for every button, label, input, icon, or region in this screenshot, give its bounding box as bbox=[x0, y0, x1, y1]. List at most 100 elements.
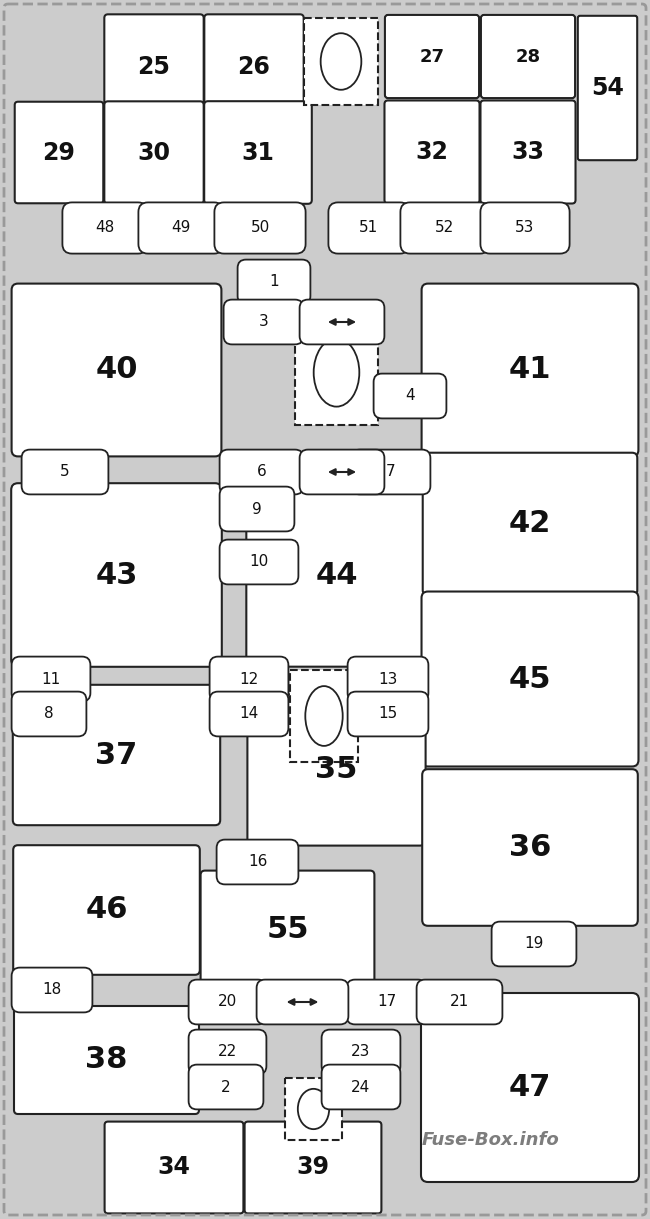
FancyBboxPatch shape bbox=[204, 101, 312, 204]
FancyBboxPatch shape bbox=[12, 691, 86, 736]
FancyBboxPatch shape bbox=[304, 18, 378, 105]
Text: 5: 5 bbox=[60, 464, 70, 479]
FancyBboxPatch shape bbox=[62, 202, 148, 254]
Ellipse shape bbox=[320, 33, 361, 90]
FancyBboxPatch shape bbox=[188, 1064, 263, 1109]
Text: 10: 10 bbox=[250, 555, 268, 569]
Text: 37: 37 bbox=[96, 740, 138, 769]
FancyBboxPatch shape bbox=[224, 300, 304, 345]
Text: 49: 49 bbox=[172, 221, 190, 235]
FancyBboxPatch shape bbox=[257, 980, 348, 1024]
Text: 27: 27 bbox=[419, 48, 445, 66]
Text: 20: 20 bbox=[218, 995, 237, 1009]
Text: 13: 13 bbox=[378, 672, 398, 686]
FancyBboxPatch shape bbox=[12, 284, 222, 456]
Text: 19: 19 bbox=[525, 936, 543, 952]
Text: 52: 52 bbox=[436, 221, 454, 235]
Text: 48: 48 bbox=[96, 221, 114, 235]
FancyBboxPatch shape bbox=[374, 373, 447, 418]
Text: 39: 39 bbox=[296, 1156, 330, 1180]
FancyBboxPatch shape bbox=[248, 695, 426, 846]
FancyBboxPatch shape bbox=[238, 260, 311, 305]
Text: 6: 6 bbox=[257, 464, 266, 479]
FancyBboxPatch shape bbox=[422, 284, 638, 456]
FancyBboxPatch shape bbox=[578, 16, 637, 160]
Text: 15: 15 bbox=[378, 707, 398, 722]
Text: 50: 50 bbox=[250, 221, 270, 235]
FancyBboxPatch shape bbox=[421, 591, 638, 767]
FancyBboxPatch shape bbox=[417, 980, 502, 1024]
Text: 23: 23 bbox=[351, 1045, 370, 1059]
Text: 11: 11 bbox=[42, 672, 60, 686]
FancyBboxPatch shape bbox=[322, 1064, 400, 1109]
Text: 47: 47 bbox=[509, 1073, 551, 1102]
Text: 31: 31 bbox=[242, 140, 274, 165]
Text: 4: 4 bbox=[405, 389, 415, 403]
Text: 29: 29 bbox=[42, 140, 75, 165]
FancyBboxPatch shape bbox=[244, 1121, 382, 1213]
FancyBboxPatch shape bbox=[422, 452, 637, 595]
FancyBboxPatch shape bbox=[491, 922, 577, 967]
Text: 51: 51 bbox=[359, 221, 378, 235]
Text: 46: 46 bbox=[85, 896, 128, 924]
Ellipse shape bbox=[306, 686, 343, 746]
FancyBboxPatch shape bbox=[480, 100, 575, 204]
FancyBboxPatch shape bbox=[328, 202, 410, 254]
FancyBboxPatch shape bbox=[13, 685, 220, 825]
Ellipse shape bbox=[314, 339, 359, 407]
Text: 25: 25 bbox=[138, 55, 170, 78]
Text: 42: 42 bbox=[509, 510, 551, 539]
FancyBboxPatch shape bbox=[421, 993, 639, 1182]
FancyBboxPatch shape bbox=[12, 968, 92, 1013]
FancyBboxPatch shape bbox=[290, 670, 358, 762]
Text: 9: 9 bbox=[252, 501, 262, 517]
Text: Fuse-Box.info: Fuse-Box.info bbox=[421, 1131, 559, 1150]
FancyBboxPatch shape bbox=[21, 450, 109, 495]
Text: 38: 38 bbox=[85, 1046, 127, 1074]
FancyBboxPatch shape bbox=[480, 202, 569, 254]
Text: 53: 53 bbox=[515, 221, 535, 235]
Text: 7: 7 bbox=[386, 464, 396, 479]
FancyBboxPatch shape bbox=[204, 15, 304, 118]
FancyBboxPatch shape bbox=[300, 300, 384, 345]
FancyBboxPatch shape bbox=[104, 15, 203, 118]
FancyBboxPatch shape bbox=[12, 657, 90, 701]
Text: 41: 41 bbox=[509, 356, 551, 384]
Text: 35: 35 bbox=[315, 756, 358, 785]
Text: 55: 55 bbox=[266, 915, 309, 945]
FancyBboxPatch shape bbox=[15, 101, 103, 204]
FancyBboxPatch shape bbox=[11, 483, 222, 667]
FancyBboxPatch shape bbox=[13, 845, 200, 975]
FancyBboxPatch shape bbox=[400, 202, 489, 254]
Text: 8: 8 bbox=[44, 707, 54, 722]
FancyBboxPatch shape bbox=[104, 101, 203, 204]
FancyBboxPatch shape bbox=[201, 870, 374, 990]
FancyBboxPatch shape bbox=[295, 321, 378, 425]
Text: 44: 44 bbox=[315, 561, 358, 590]
Text: 16: 16 bbox=[248, 855, 267, 869]
FancyBboxPatch shape bbox=[214, 202, 306, 254]
FancyBboxPatch shape bbox=[188, 980, 266, 1024]
Text: 32: 32 bbox=[415, 140, 448, 165]
FancyBboxPatch shape bbox=[14, 1006, 199, 1114]
Text: 30: 30 bbox=[138, 140, 170, 165]
FancyBboxPatch shape bbox=[322, 1030, 400, 1074]
Text: 18: 18 bbox=[42, 983, 62, 997]
Text: 14: 14 bbox=[239, 707, 259, 722]
FancyBboxPatch shape bbox=[346, 980, 426, 1024]
Text: 24: 24 bbox=[352, 1080, 370, 1095]
FancyBboxPatch shape bbox=[422, 769, 638, 925]
FancyBboxPatch shape bbox=[220, 486, 294, 531]
FancyBboxPatch shape bbox=[385, 100, 480, 204]
Text: 2: 2 bbox=[221, 1080, 231, 1095]
FancyBboxPatch shape bbox=[300, 450, 384, 495]
Text: 28: 28 bbox=[515, 48, 541, 66]
FancyBboxPatch shape bbox=[220, 540, 298, 584]
Text: 33: 33 bbox=[512, 140, 545, 165]
FancyBboxPatch shape bbox=[216, 840, 298, 885]
Text: 26: 26 bbox=[237, 55, 270, 78]
FancyBboxPatch shape bbox=[220, 450, 304, 495]
FancyBboxPatch shape bbox=[348, 691, 428, 736]
FancyBboxPatch shape bbox=[481, 15, 575, 98]
Text: 12: 12 bbox=[239, 672, 259, 686]
